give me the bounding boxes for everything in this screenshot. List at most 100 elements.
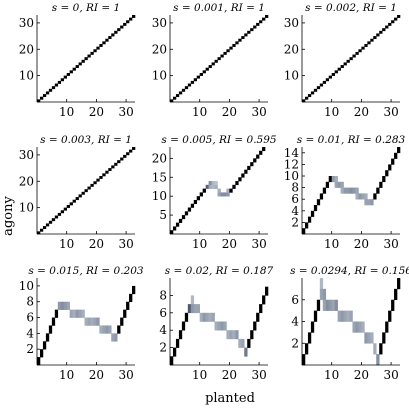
- heat-cell: [102, 325, 106, 334]
- heat-cell: [355, 187, 359, 194]
- heat-cell: [175, 222, 180, 227]
- heat-cell: [60, 210, 65, 214]
- y-tick-label: 2: [159, 341, 167, 355]
- heat-cell: [304, 222, 309, 229]
- heat-cell: [388, 310, 392, 322]
- heat-cell: [187, 304, 192, 314]
- heat-cell: [229, 188, 233, 193]
- heat-cell: [241, 338, 245, 348]
- heat-cell: [102, 173, 106, 177]
- heat-cell: [220, 192, 224, 197]
- heat-cell: [250, 28, 254, 32]
- heat-cell: [170, 99, 174, 103]
- panel-title: s = 0.02, RI = 0.187: [165, 265, 274, 277]
- heat-cell: [214, 184, 218, 189]
- heat-cell: [259, 150, 263, 155]
- heat-cell: [376, 354, 380, 366]
- heat-cell: [376, 187, 380, 194]
- x-tick-label: 30: [251, 105, 266, 119]
- heat-cell: [364, 44, 368, 47]
- heat-cell: [69, 309, 73, 318]
- heat-cell: [328, 176, 332, 183]
- heat-cell: [379, 181, 383, 188]
- heat-cell: [340, 310, 344, 322]
- heat-cell: [325, 299, 330, 311]
- heat-cell: [247, 30, 251, 34]
- heat-cell: [394, 17, 398, 21]
- x-tick-label: 20: [354, 368, 369, 382]
- heat-cell: [175, 338, 180, 348]
- heat-cell: [373, 193, 377, 200]
- x-tick-label: 10: [59, 105, 74, 119]
- panel-8: 10 20 30 2 4 6 8 s = 0.02, RI = 0.187: [159, 265, 273, 382]
- heat-cell: [208, 65, 212, 69]
- heat-cell: [370, 38, 374, 42]
- heat-cell: [385, 321, 389, 333]
- heat-cell: [238, 177, 242, 182]
- y-tick-label: 20: [19, 174, 34, 188]
- heat-cell: [370, 332, 374, 344]
- heat-cell: [211, 181, 215, 186]
- x-tick-label: 30: [383, 237, 398, 251]
- heat-cell: [262, 147, 266, 152]
- heat-cell: [316, 299, 321, 311]
- heat-cell: [214, 59, 218, 63]
- heat-cell: [313, 205, 318, 212]
- heat-cell: [304, 343, 309, 355]
- heat-cell: [217, 321, 221, 331]
- heat-cell: [244, 33, 248, 37]
- heat-cell: [57, 212, 62, 216]
- heat-cell: [361, 321, 365, 333]
- heat-cell: [355, 51, 359, 55]
- y-tick-label: 6: [291, 293, 299, 307]
- heat-cell: [307, 94, 312, 98]
- heat-cell: [84, 317, 88, 326]
- heat-cell: [99, 176, 103, 179]
- y-tick-label: 10: [152, 189, 167, 203]
- heat-cell: [313, 310, 318, 322]
- x-tick-label: 30: [118, 105, 133, 119]
- panel-1: 10 20 30 10 20 30 s = 0, RI = 1: [19, 2, 136, 119]
- heat-cell: [96, 178, 100, 182]
- heat-cell: [190, 304, 195, 314]
- y-tick-label: 14: [284, 146, 300, 160]
- heat-cell: [211, 62, 215, 66]
- heat-cell: [352, 54, 356, 58]
- panel-title: s = 0.002, RI = 1: [305, 2, 397, 14]
- heat-cell: [45, 91, 50, 95]
- heat-cell: [184, 211, 189, 216]
- heat-cell: [172, 347, 177, 357]
- heat-cell: [129, 149, 133, 153]
- heat-cell: [397, 15, 401, 18]
- x-tick-label: 20: [354, 237, 369, 251]
- heat-cell: [331, 176, 335, 183]
- heat-cell: [187, 83, 192, 87]
- panel-7: 10 20 30 2 46 8 10 s = 0.015, RI = 0.203: [19, 265, 144, 382]
- heat-cell: [48, 220, 53, 224]
- y-tick-label: 6: [291, 192, 299, 206]
- heat-cell: [90, 183, 94, 187]
- heat-cell: [63, 75, 67, 79]
- heat-cell: [175, 94, 180, 98]
- x-tick-label: 20: [222, 237, 237, 251]
- heat-cell: [217, 192, 221, 197]
- y-tick-label: 4: [291, 315, 299, 329]
- heat-cell: [226, 330, 230, 340]
- heat-cell: [129, 293, 133, 303]
- heat-cell: [111, 33, 115, 37]
- heat-cell: [81, 59, 85, 63]
- heat-cell: [310, 210, 315, 217]
- heat-cell: [93, 317, 97, 326]
- heat-cell: [45, 333, 50, 342]
- heat-cell: [358, 193, 362, 200]
- panel-title: s = 0.01, RI = 0.283: [297, 134, 406, 146]
- heat-cell: [319, 193, 324, 200]
- heat-cell: [235, 330, 239, 340]
- heat-cell: [39, 228, 44, 232]
- heat-cell: [108, 36, 112, 40]
- x-tick-label: 10: [324, 105, 339, 119]
- heat-cell: [117, 325, 121, 334]
- heat-cell: [232, 330, 236, 340]
- heat-cell: [42, 94, 47, 98]
- heat-cell: [181, 321, 186, 331]
